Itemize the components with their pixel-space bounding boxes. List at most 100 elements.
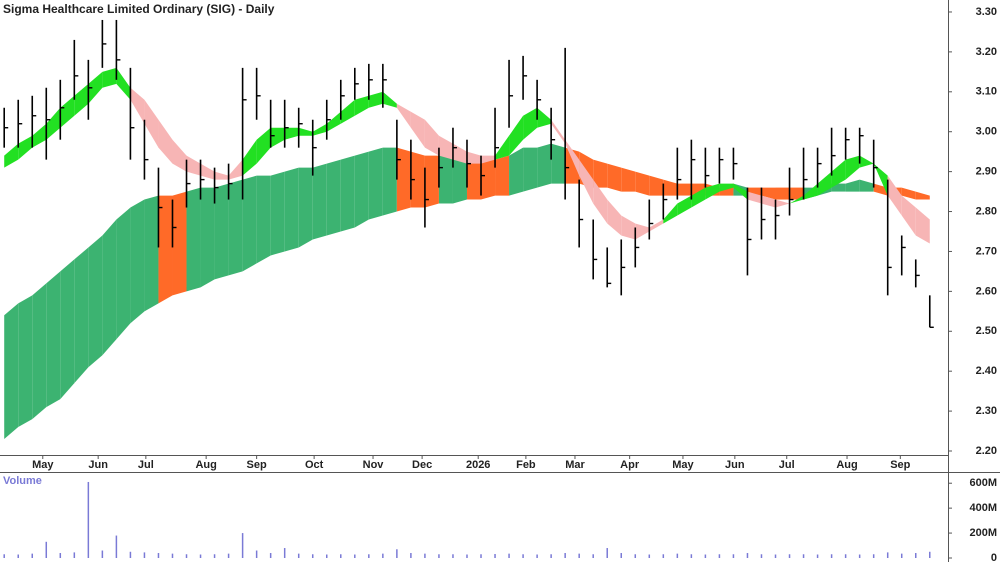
volume-bar	[283, 548, 286, 558]
volume-bar	[522, 554, 524, 558]
ribbon-segment	[186, 155, 201, 176]
ribbon-segment	[551, 143, 566, 184]
ribbon-segment	[74, 247, 89, 384]
ribbon-segment	[466, 159, 482, 200]
volume-bar	[396, 549, 398, 558]
ribbon-segment	[410, 111, 425, 148]
x-tick-label: May	[32, 459, 54, 471]
ribbon-segment	[579, 159, 594, 204]
ribbon-segment	[775, 187, 790, 200]
ribbon-segment	[354, 95, 369, 116]
ribbon-segment	[593, 159, 608, 188]
ribbon-segment	[340, 99, 355, 124]
y-tick-label: 2.50	[976, 325, 997, 337]
ribbon-segment	[32, 283, 47, 420]
ribbon-segment	[186, 187, 201, 292]
y-tick-label: 3.30	[976, 6, 997, 18]
ribbon-segment	[130, 199, 145, 324]
ribbon-segment	[354, 151, 369, 228]
volume-bar	[536, 554, 538, 558]
y-tick-label: 600M	[969, 477, 997, 489]
volume-bar	[87, 481, 90, 558]
ribbon-segment	[298, 167, 313, 248]
volume-bar	[368, 554, 370, 558]
x-tick-label: Oct	[305, 459, 324, 471]
volume-bar	[452, 554, 454, 558]
volume-bar	[326, 554, 328, 558]
y-tick-label: 0	[991, 552, 997, 562]
ribbon-segment	[396, 147, 411, 212]
volume-bar	[227, 553, 230, 558]
x-tick-label: Mar	[565, 459, 585, 471]
ribbon-segment	[789, 187, 804, 200]
ribbon-segment	[4, 143, 19, 168]
ribbon-segment	[495, 155, 510, 196]
ribbon-segment	[887, 175, 902, 216]
ribbon-segment	[284, 167, 299, 252]
volume-bar	[648, 554, 651, 558]
y-tick-label: 2.80	[976, 205, 997, 217]
ribbon-segment	[60, 95, 75, 128]
ribbon-segment	[46, 107, 61, 140]
volume-bar	[578, 553, 580, 558]
chart-title: Sigma Healthcare Limited Ordinary (SIG) …	[3, 2, 275, 16]
volume-bar	[732, 554, 735, 558]
ribbon-segment	[635, 171, 650, 196]
ribbon-segment	[551, 119, 566, 144]
ribbon-segment	[677, 183, 692, 196]
ribbon-segment	[214, 171, 229, 180]
ribbon-segment	[621, 167, 636, 192]
volume-bar	[746, 553, 749, 558]
ribbon-segment	[607, 163, 622, 192]
ribbon-segment	[747, 191, 762, 204]
volume-bar	[592, 554, 594, 558]
ribbon-segment	[424, 155, 439, 208]
x-tick-label: Jul	[779, 459, 795, 471]
ribbon-segment	[4, 303, 19, 440]
ribbon-segment	[452, 143, 467, 164]
ribbon-segment	[691, 187, 706, 208]
ribbon-segment	[32, 123, 47, 148]
ribbon-segment	[242, 139, 257, 176]
ribbon-segment	[901, 187, 916, 200]
x-tick-label: Nov	[363, 459, 385, 471]
ribbon-segment	[705, 183, 720, 200]
ribbon-segment	[158, 119, 173, 164]
volume-bar	[480, 554, 482, 558]
volume-bar	[311, 554, 314, 558]
y-tick-label: 3.20	[976, 46, 997, 58]
volume-bar	[466, 554, 468, 558]
volume-bar	[129, 551, 132, 558]
ribbon-segment	[537, 143, 552, 188]
ribbon-segment	[368, 91, 383, 108]
x-tick-label: 2026	[466, 459, 490, 471]
volume-bar	[73, 552, 76, 558]
ribbon-segment	[537, 107, 552, 128]
volume-bar	[255, 550, 258, 558]
y-tick-label: 2.90	[976, 166, 997, 178]
ribbon-segment	[789, 195, 804, 204]
volume-bar	[620, 553, 622, 558]
ribbon-segment	[396, 103, 411, 128]
ribbon-segment	[565, 139, 580, 176]
volume-bar	[410, 553, 412, 558]
volume-bar	[213, 554, 216, 558]
x-tick-label: Aug	[195, 459, 216, 471]
ribbon-segment	[859, 179, 874, 192]
ribbon-segment	[256, 127, 271, 164]
ribbon-segment	[915, 191, 930, 200]
volume-bar	[914, 553, 917, 558]
volume-bar	[858, 554, 861, 558]
ribbon-segment	[495, 135, 510, 160]
ribbon-segment	[915, 207, 930, 244]
ribbon-segment	[340, 155, 355, 232]
ribbon-segment	[382, 91, 397, 108]
ribbon-segment	[312, 163, 327, 240]
volume-bar	[45, 541, 48, 558]
x-tick-label: Sep	[247, 459, 267, 471]
volume-bar	[634, 554, 637, 558]
x-tick-label: Feb	[516, 459, 536, 471]
ribbon-segment	[438, 135, 453, 160]
volume-bar	[872, 554, 875, 558]
volume-bar	[269, 553, 272, 558]
